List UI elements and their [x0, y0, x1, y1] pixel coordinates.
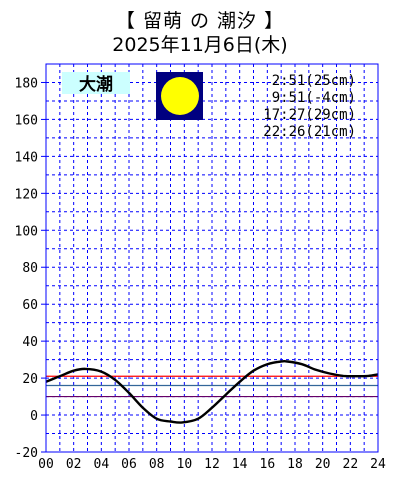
y-tick-label: 160: [15, 113, 38, 128]
chart-title: 【 留萌 の 潮汐 】: [115, 10, 285, 32]
tide-time-1: 2:51(25cm): [272, 73, 356, 89]
tide-time-2: 9:51(-4cm): [272, 90, 356, 106]
chart-date: 2025年11月6日(木): [112, 34, 288, 56]
y-tick-label: 120: [15, 187, 38, 202]
x-tick-label: 24: [370, 457, 386, 472]
x-tick-label: 04: [94, 457, 110, 472]
x-tick-labels: 00 02 04 06 08 10 12 14 16 18 20 22 24: [38, 457, 386, 472]
tide-times-list: 2:51(25cm) 9:51(-4cm) 17:27(29cm) 22:26(…: [263, 73, 356, 140]
tide-time-3: 17:27(29cm): [263, 107, 356, 123]
x-tick-label: 16: [260, 457, 276, 472]
y-tick-label: 0: [30, 409, 38, 424]
y-tick-label: 20: [22, 372, 38, 387]
moon-phase-icon: [156, 72, 203, 120]
y-tick-label: 40: [22, 335, 38, 350]
x-tick-label: 22: [343, 457, 359, 472]
tide-type-badge: 大潮: [62, 72, 130, 95]
x-tick-label: 00: [38, 457, 54, 472]
x-tick-label: 20: [315, 457, 331, 472]
x-tick-label: 10: [177, 457, 193, 472]
plot-frame: [45, 63, 379, 453]
y-tick-labels: -20 0 20 40 60 80 100 120 140 160 180: [15, 76, 46, 461]
tide-curve-layer: [45, 359, 379, 424]
y-tick-label: -20: [15, 446, 38, 461]
tide-type-label: 大潮: [79, 74, 113, 95]
x-tick-label: 12: [204, 457, 220, 472]
y-tick-label: 60: [22, 298, 38, 313]
y-tick-label: 140: [15, 150, 38, 165]
x-tick-label: 06: [121, 457, 137, 472]
tide-time-4: 22:26(21cm): [263, 124, 356, 140]
reference-lines: [46, 375, 378, 398]
x-tick-label: 02: [66, 457, 82, 472]
x-tick-label: 18: [287, 457, 303, 472]
x-tick-label: 14: [232, 457, 248, 472]
y-tick-label: 180: [15, 76, 38, 91]
tide-curve: [45, 359, 379, 424]
y-tick-label: 100: [15, 224, 38, 239]
x-tick-label: 08: [149, 457, 165, 472]
y-tick-label: 80: [22, 261, 38, 276]
